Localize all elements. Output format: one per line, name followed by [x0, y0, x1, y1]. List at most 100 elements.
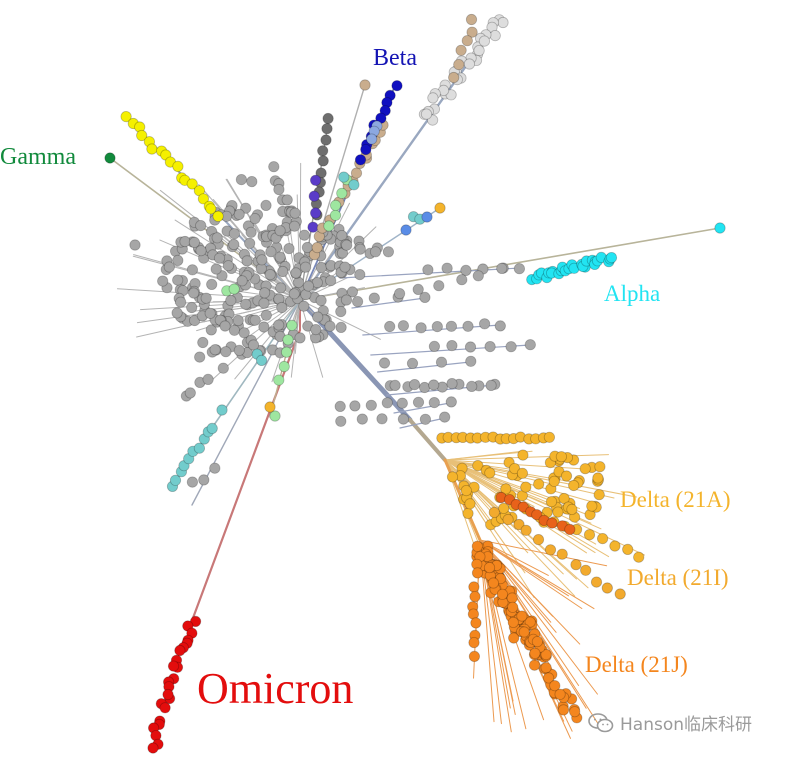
delta-21a-node — [560, 470, 573, 482]
gray-node — [397, 413, 409, 425]
gray-node — [428, 379, 440, 391]
light-green-node — [329, 209, 342, 221]
gray-node — [273, 319, 285, 331]
gray-node — [446, 377, 458, 390]
delta-21j-node — [516, 610, 528, 622]
delta-21a-node — [446, 471, 459, 483]
gray-node — [228, 324, 240, 336]
delta-21i-node — [556, 548, 568, 560]
gray-node — [197, 336, 209, 349]
tan-node — [311, 242, 323, 254]
alpha-node — [605, 252, 618, 264]
gray-node — [324, 320, 336, 332]
delta-21j-node — [507, 601, 519, 613]
light-green-node — [336, 187, 348, 199]
gray-node — [211, 232, 223, 244]
alpha-node — [714, 222, 726, 234]
delta-branch — [444, 459, 646, 556]
gray-node — [249, 213, 261, 225]
delta-21a-node — [592, 472, 604, 484]
delta-21j-node — [531, 509, 543, 521]
tan-node — [359, 79, 371, 91]
clade-label-delta-21i: Delta (21I) — [627, 565, 729, 590]
gray-node — [264, 268, 276, 281]
gray-node — [354, 243, 366, 255]
delta-21j-node — [524, 616, 536, 628]
delta-21i-node — [532, 533, 545, 546]
gray-node — [339, 261, 351, 273]
gamma-clade-node — [186, 178, 198, 190]
gray-node — [441, 262, 453, 274]
gray-node — [222, 260, 234, 272]
gray-node — [389, 379, 401, 391]
gray-node — [513, 263, 526, 275]
gray-node — [240, 298, 252, 310]
gray-node — [310, 323, 322, 336]
gray-node — [478, 318, 491, 330]
gray-branch — [362, 324, 501, 336]
delta-21i-node — [614, 588, 626, 600]
teal-node — [169, 474, 182, 486]
gray-node — [200, 292, 212, 304]
gray-node — [349, 400, 361, 412]
gray-node — [428, 396, 440, 409]
delta-21a-node — [516, 467, 529, 479]
gray-node — [283, 243, 295, 255]
gray-node — [524, 339, 536, 351]
gray-node — [456, 274, 468, 286]
gray-node — [228, 228, 240, 240]
beta-node — [391, 80, 403, 92]
gray-node — [462, 320, 474, 332]
gray-node — [195, 245, 207, 257]
teal-node — [216, 404, 228, 416]
gray-node — [472, 270, 484, 282]
gamma-clade-node — [172, 160, 184, 172]
gray-node — [274, 225, 286, 237]
gray-node — [298, 300, 310, 312]
light-green-node — [269, 410, 281, 422]
omicron-node — [162, 688, 174, 701]
delta-21j-node — [487, 577, 499, 589]
clade-label-beta: Beta — [373, 45, 417, 71]
delta-21a-node — [548, 475, 560, 487]
teal-node — [193, 442, 205, 454]
teal-node — [206, 422, 218, 434]
gamma-clade-node — [136, 129, 148, 142]
gray-node — [205, 324, 217, 336]
delta-21a-node — [484, 467, 496, 479]
gray-node — [172, 274, 184, 286]
gray-node — [354, 268, 366, 281]
delta-21i-node — [502, 513, 514, 526]
gray-node — [228, 238, 240, 251]
delta-21j-node — [540, 648, 552, 661]
gray-node — [195, 220, 207, 232]
gray-node — [163, 261, 175, 273]
light-green-node — [228, 283, 240, 295]
delta-21a-node — [517, 449, 529, 461]
delta-21j-node — [557, 704, 570, 716]
gray-branch — [299, 299, 381, 340]
gray-node — [274, 251, 286, 263]
light-green-node — [278, 360, 290, 373]
beta-node — [354, 154, 367, 166]
delta-21j-node — [468, 636, 480, 649]
gray-branch — [294, 299, 301, 354]
gray-node — [290, 267, 302, 279]
gray-node — [408, 378, 421, 391]
gray-node — [213, 252, 226, 264]
gray-node — [445, 320, 457, 332]
gray-node — [346, 286, 358, 298]
dark-gray-node — [321, 123, 333, 135]
gray-node — [439, 411, 451, 423]
gray-node — [202, 373, 214, 385]
gray-node — [294, 332, 306, 344]
gray-node — [428, 340, 440, 352]
delta-21i-node — [520, 524, 532, 536]
gray-node — [484, 340, 496, 353]
gray-node — [288, 220, 301, 232]
gamma-clade-node — [146, 143, 158, 155]
gray-node — [312, 311, 324, 323]
delta-21j-node — [542, 672, 555, 684]
gray-node — [260, 199, 272, 211]
